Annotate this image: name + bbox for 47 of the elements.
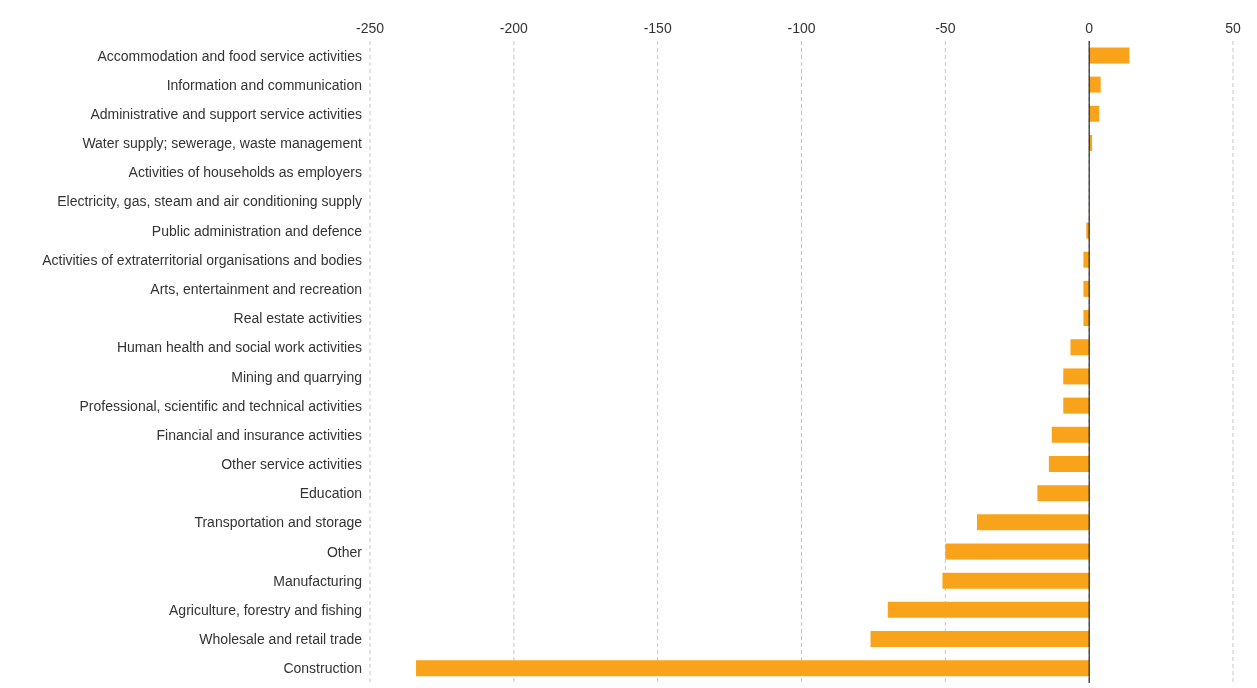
- y-tick-label: Administrative and support service activities: [90, 105, 362, 122]
- x-tick-label: -100: [787, 20, 816, 36]
- y-tick-label: Activities of households as employers: [128, 164, 362, 181]
- bar: [1086, 222, 1090, 239]
- bar: [942, 572, 1090, 589]
- x-tick-label: -200: [499, 20, 529, 36]
- bar: [1051, 426, 1090, 443]
- y-tick-label: Activities of extraterritorial organisations and bodies: [42, 251, 362, 268]
- bar: [1048, 455, 1090, 472]
- y-tick-label: Mining and quarrying: [231, 368, 362, 385]
- x-tick-label: 0: [1085, 20, 1094, 36]
- bar: [1083, 251, 1090, 268]
- y-tick-label: Agriculture, forestry and fishing: [169, 602, 362, 619]
- bar: [1089, 76, 1101, 93]
- y-tick-label: Other: [326, 543, 363, 560]
- bar: [1089, 47, 1130, 64]
- bar: [1083, 280, 1090, 297]
- x-tick-label: -150: [643, 20, 672, 36]
- bar: [1063, 397, 1090, 414]
- y-tick-label: Electricity, gas, steam and air conditioning supply: [57, 193, 362, 210]
- y-tick-label: Information and communication: [166, 76, 362, 93]
- y-tick-label: Professional, scientific and technical activities: [79, 397, 362, 414]
- y-tick-label: Wholesale and retail trade: [199, 631, 363, 648]
- bar: [976, 514, 1090, 531]
- y-tick-label: Transportation and storage: [194, 514, 363, 531]
- bar: [945, 543, 1090, 560]
- bar: [1083, 310, 1090, 327]
- x-tick-label: -250: [355, 20, 385, 36]
- bar: [1063, 368, 1090, 385]
- y-tick-label: Public administration and defence: [151, 222, 363, 239]
- bar: [1037, 485, 1090, 502]
- y-tick-label: Water supply; sewerage, waste management: [82, 135, 363, 152]
- bar: [887, 601, 1090, 618]
- y-tick-label: Manufacturing: [273, 572, 362, 589]
- y-tick-label: Construction: [283, 660, 362, 677]
- y-tick-label: Financial and insurance activities: [156, 426, 362, 443]
- y-tick-label: Real estate activities: [233, 310, 362, 327]
- y-tick-label: Arts, entertainment and recreation: [150, 281, 362, 298]
- y-tick-label: Other service activities: [221, 456, 362, 473]
- y-tick-label: Accommodation and food service activities: [97, 47, 362, 64]
- bar: [1070, 339, 1090, 356]
- x-tick-label: 50: [1225, 20, 1241, 36]
- x-tick-label: -50: [935, 20, 956, 36]
- y-tick-label: Human health and social work activities: [116, 339, 362, 356]
- bar: [416, 660, 1090, 677]
- bar: [870, 631, 1090, 648]
- y-tick-label: Education: [299, 485, 362, 502]
